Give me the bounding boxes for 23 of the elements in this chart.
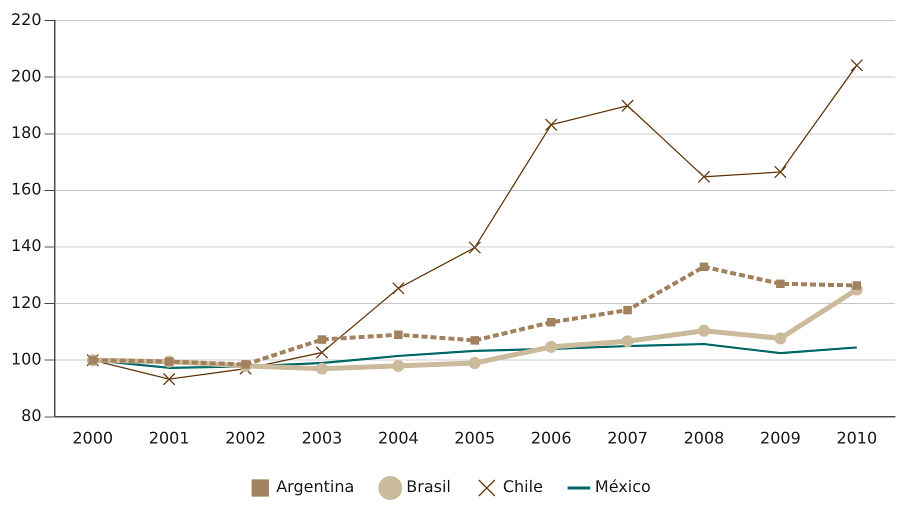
y-tick-label: 80 (21, 406, 42, 425)
legend-label: Brasil (406, 477, 451, 496)
x-tick-label: 2009 (760, 428, 801, 448)
y-tick-label: 180 (10, 122, 42, 142)
y-tick-label: 200 (10, 66, 42, 86)
legend-label: Argentina (276, 477, 354, 496)
x-tick-label: 2002 (225, 428, 266, 448)
y-tick-label: 160 (10, 180, 42, 199)
legend-label: Chile (502, 477, 543, 496)
legend-label: México (594, 477, 651, 496)
y-tick-label: 140 (10, 236, 42, 256)
x-tick-label: 2004 (378, 428, 419, 448)
x-tick-label: 2007 (607, 428, 648, 448)
x-tick-label: 2000 (72, 428, 114, 448)
x-tick-label: 2006 (530, 428, 572, 448)
y-tick-label: 220 (10, 10, 42, 29)
y-tick-label: 120 (10, 292, 42, 312)
x-tick-label: 2005 (454, 428, 496, 448)
y-tick-label: 100 (10, 349, 42, 368)
x-tick-label: 2008 (684, 428, 724, 448)
x-tick-label: 2001 (148, 428, 190, 448)
x-tick-label: 2010 (836, 428, 878, 448)
x-tick-label: 2003 (302, 428, 342, 448)
